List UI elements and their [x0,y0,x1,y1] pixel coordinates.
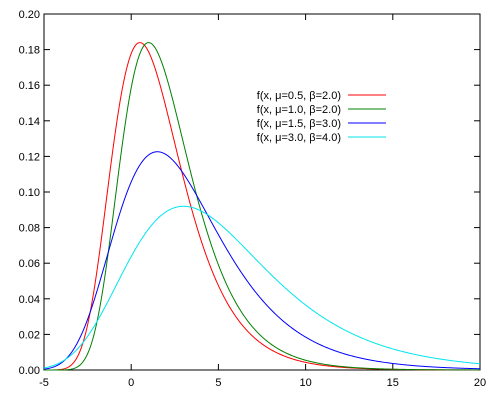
y-tick-label: 0.12 [19,151,40,163]
y-tick-label: 0.20 [19,9,40,21]
y-tick-label: 0.16 [19,80,40,92]
x-tick-label: 10 [299,377,311,389]
series-line-2 [44,42,480,371]
y-tick-label: 0.10 [19,187,40,199]
x-tick-label: 20 [474,377,486,389]
y-tick-label: 0.04 [19,294,40,306]
series-layer [43,42,481,371]
legend-label-1: f(x, μ=0.5, β=2.0) [257,90,341,102]
y-tick-label: 0.06 [19,258,40,270]
y-tick-label: 0.14 [19,116,40,128]
x-tick-label: 0 [128,377,134,389]
y-tick-label: 0.00 [19,365,40,377]
legend-label-4: f(x, μ=3.0, β=4.0) [257,132,341,144]
x-tick-label: 15 [387,377,399,389]
y-tick-label: 0.02 [19,329,40,341]
y-tick-label: 0.08 [19,223,40,235]
axes: 0.00 0.02 0.04 0.06 0.08 0.10 0.12 0.14 0.16 0.18… [19,9,487,389]
series-line-3 [43,151,481,370]
legend-label-3: f(x, μ=1.5, β=3.0) [257,118,341,130]
x-tick-label: -5 [39,377,49,389]
series-line-4 [43,205,481,369]
x-tick-label: 5 [215,377,221,389]
y-tick-label: 0.18 [19,45,40,57]
legend-label-2: f(x, μ=1.0, β=2.0) [257,104,341,116]
legend: f(x, μ=0.5, β=2.0) f(x, μ=1.0, β=2.0) f(x,… [257,90,386,144]
